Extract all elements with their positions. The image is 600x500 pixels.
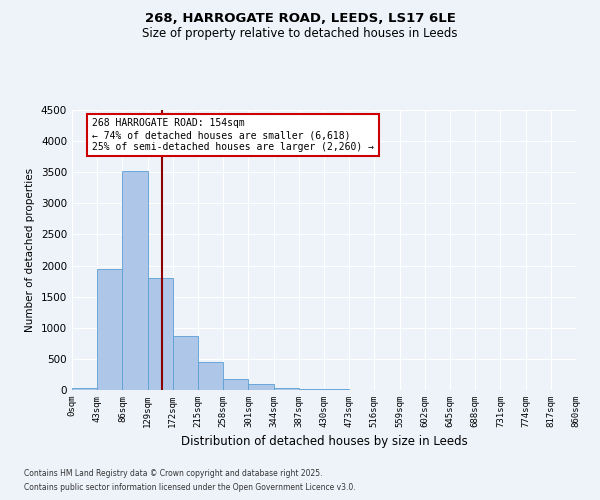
Bar: [248, 384, 274, 390]
Text: Size of property relative to detached houses in Leeds: Size of property relative to detached ho…: [142, 28, 458, 40]
Text: 268 HARROGATE ROAD: 154sqm
← 74% of detached houses are smaller (6,618)
25% of s: 268 HARROGATE ROAD: 154sqm ← 74% of deta…: [92, 118, 374, 152]
Text: Contains HM Land Registry data © Crown copyright and database right 2025.: Contains HM Land Registry data © Crown c…: [24, 468, 323, 477]
Bar: [198, 362, 223, 390]
X-axis label: Distribution of detached houses by size in Leeds: Distribution of detached houses by size …: [181, 436, 467, 448]
Y-axis label: Number of detached properties: Number of detached properties: [25, 168, 35, 332]
Bar: [223, 379, 248, 390]
Bar: [97, 268, 122, 390]
Text: Contains public sector information licensed under the Open Government Licence v3: Contains public sector information licen…: [24, 484, 356, 492]
Text: 268, HARROGATE ROAD, LEEDS, LS17 6LE: 268, HARROGATE ROAD, LEEDS, LS17 6LE: [145, 12, 455, 26]
Bar: [148, 278, 173, 390]
Bar: [122, 171, 148, 390]
Bar: [72, 388, 97, 390]
Bar: [274, 388, 299, 390]
Bar: [299, 389, 324, 390]
Bar: [173, 336, 198, 390]
